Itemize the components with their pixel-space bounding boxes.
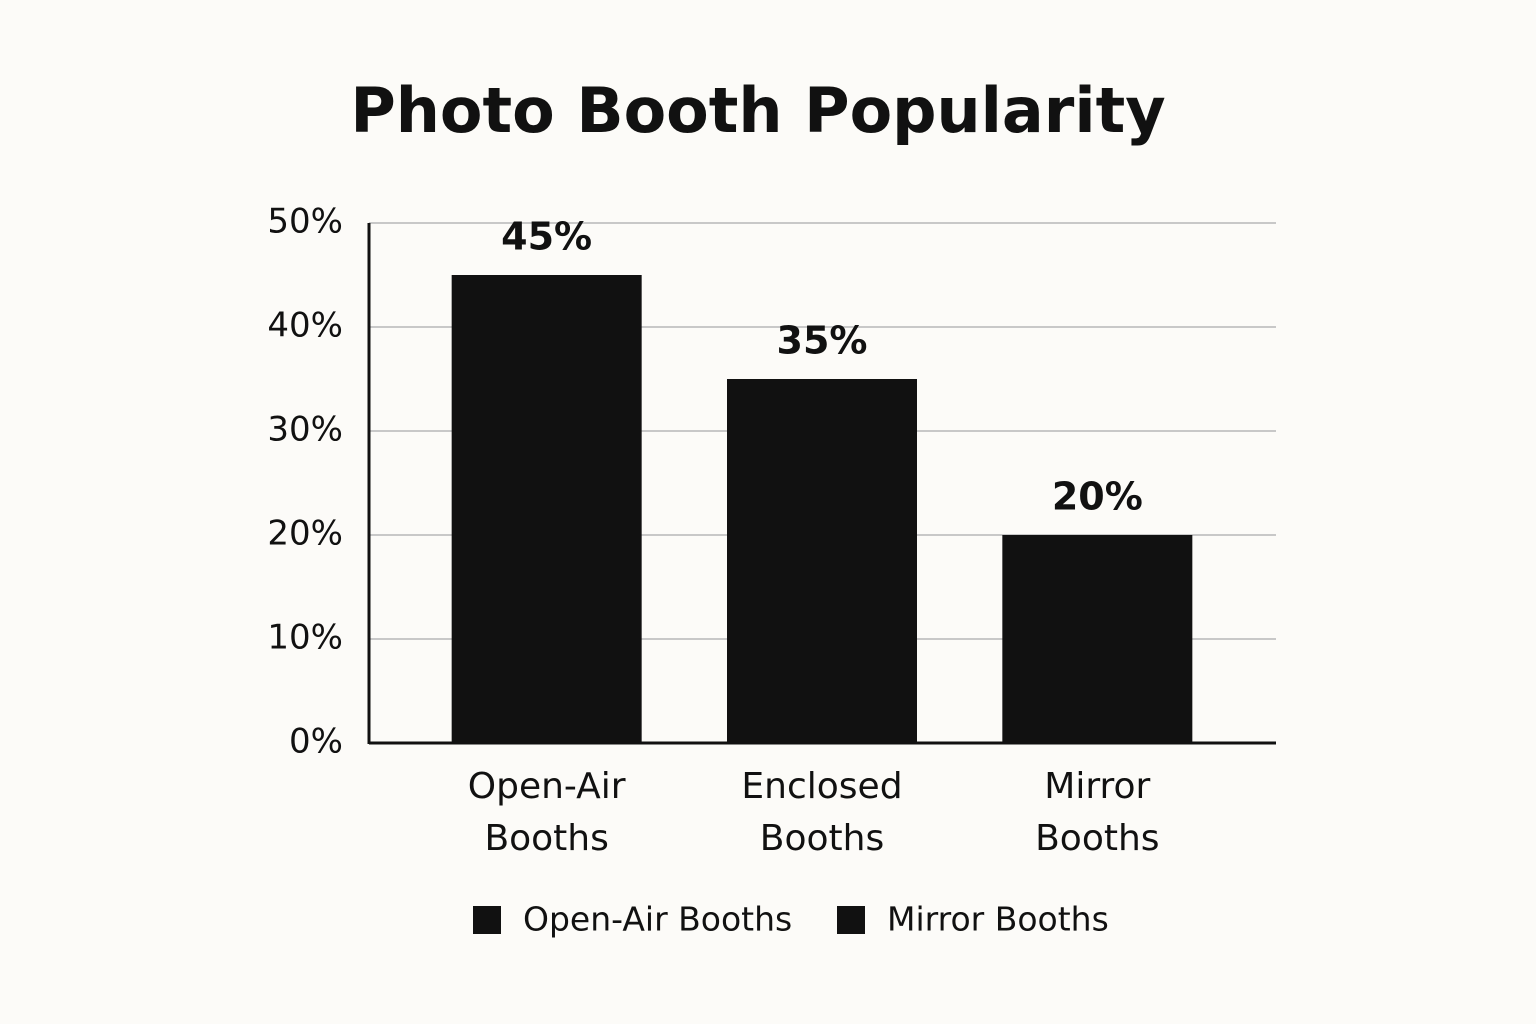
x-tick-label: Open-Air Booths xyxy=(468,766,626,859)
bar xyxy=(727,379,917,743)
y-tick-label: 10% xyxy=(267,618,343,658)
bar xyxy=(451,275,642,743)
legend-label: Mirror Booths xyxy=(887,900,1109,939)
y-tick-label: 20% xyxy=(267,514,343,554)
y-tick-label: 0% xyxy=(289,722,343,762)
chart-title: Photo Booth Popularity xyxy=(350,74,1165,147)
legend-label: Open-Air Booths xyxy=(523,900,792,939)
x-tick-label: Mirror Booths xyxy=(1035,766,1159,859)
y-tick-label: 50% xyxy=(267,202,343,242)
legend-swatch xyxy=(473,906,501,934)
data-label: 35% xyxy=(777,319,868,363)
x-tick-label: Enclosed Booths xyxy=(741,766,902,859)
y-tick-label: 40% xyxy=(267,306,343,346)
y-tick-label: 30% xyxy=(267,410,343,450)
data-label: 45% xyxy=(501,215,592,259)
data-label: 20% xyxy=(1052,475,1143,519)
bar xyxy=(1002,535,1193,743)
legend-swatch xyxy=(837,906,865,934)
